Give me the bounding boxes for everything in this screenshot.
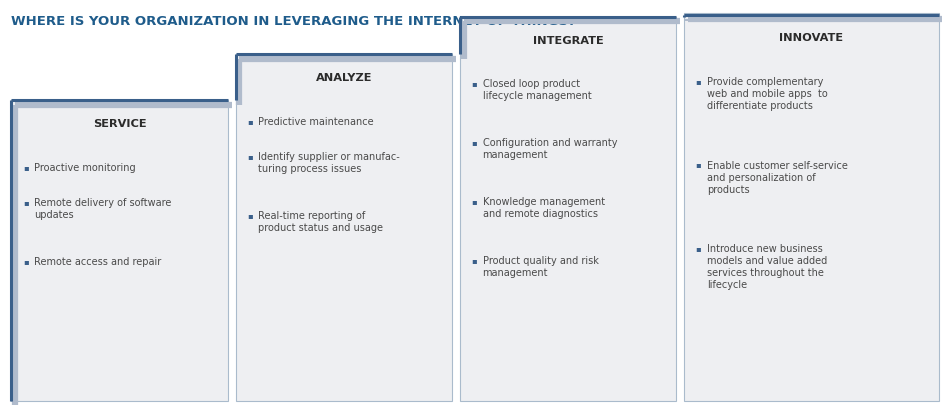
Text: Provide complementary
web and mobile apps  to
differentiate products: Provide complementary web and mobile app…: [707, 77, 827, 111]
Bar: [684, 13, 939, 401]
Text: ▪: ▪: [695, 77, 701, 87]
Text: Closed loop product
lifecycle management: Closed loop product lifecycle management: [483, 79, 591, 102]
Text: ▪: ▪: [247, 211, 253, 220]
Text: Real-time reporting of
product status and usage: Real-time reporting of product status an…: [258, 211, 384, 233]
Bar: [236, 54, 452, 401]
Text: Remote delivery of software
updates: Remote delivery of software updates: [34, 198, 172, 220]
Text: ▪: ▪: [695, 161, 701, 170]
Text: ▪: ▪: [23, 257, 28, 266]
Bar: [11, 100, 228, 401]
Text: INNOVATE: INNOVATE: [779, 33, 844, 43]
Text: Knowledge management
and remote diagnostics: Knowledge management and remote diagnost…: [483, 197, 605, 219]
Text: Introduce new business
models and value added
services throughout the
lifecycle: Introduce new business models and value …: [707, 244, 827, 290]
Text: ▪: ▪: [695, 244, 701, 253]
Text: ▪: ▪: [471, 138, 477, 148]
Text: ▪: ▪: [247, 117, 253, 126]
Text: Identify supplier or manufac-
turing process issues: Identify supplier or manufac- turing pro…: [258, 152, 400, 174]
Text: ▪: ▪: [471, 256, 477, 265]
Text: ANALYZE: ANALYZE: [315, 73, 372, 83]
Text: SERVICE: SERVICE: [93, 119, 146, 129]
Text: ▪: ▪: [247, 152, 253, 161]
Text: ▪: ▪: [471, 79, 477, 89]
Text: WHERE IS YOUR ORGANIZATION IN LEVERAGING THE INTERNET OF THINGS?: WHERE IS YOUR ORGANIZATION IN LEVERAGING…: [11, 15, 577, 28]
Bar: [460, 17, 676, 401]
Text: Proactive monitoring: Proactive monitoring: [34, 163, 136, 173]
Text: Product quality and risk
management: Product quality and risk management: [483, 256, 598, 278]
Text: INTEGRATE: INTEGRATE: [533, 36, 603, 46]
Text: Predictive maintenance: Predictive maintenance: [258, 117, 374, 127]
Text: Enable customer self-service
and personalization of
products: Enable customer self-service and persona…: [707, 161, 847, 194]
Text: ▪: ▪: [23, 163, 28, 172]
Text: ▪: ▪: [471, 197, 477, 206]
Text: Configuration and warranty
management: Configuration and warranty management: [483, 138, 618, 161]
Text: ▪: ▪: [23, 198, 28, 207]
Text: Remote access and repair: Remote access and repair: [34, 257, 162, 267]
